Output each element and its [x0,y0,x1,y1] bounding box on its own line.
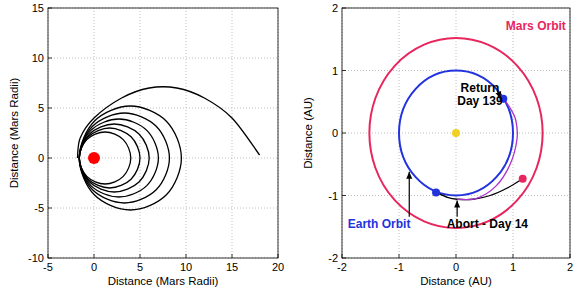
tick-label: 0 [91,261,97,273]
tick-label: 0 [38,152,44,164]
tick-label: 10 [32,52,44,64]
tick [48,108,52,109]
point [88,152,100,164]
point [519,175,527,183]
trajectory [79,106,181,210]
tick [342,133,346,134]
tick [48,208,52,209]
tick-label: 2 [332,2,338,14]
tick-label: 5 [38,102,44,114]
tick-label: -2 [337,261,347,273]
plot-frame [48,8,278,258]
annotation: Abort - Day 14 [447,217,529,231]
grid-line [48,108,278,109]
grid-line [48,208,278,209]
tick [232,254,233,258]
tick-label: -5 [34,202,44,214]
tick [456,254,457,258]
tick-label: 1 [510,261,516,273]
tick-label: 10 [180,261,192,273]
annotation-arrow [457,201,458,217]
tick-label: -1 [394,261,404,273]
plot-frame [342,8,570,258]
y-axis-label: Distance (Mars Radii) [8,78,20,189]
tick [342,70,346,71]
tick-label: 2 [567,261,573,273]
x-axis-label: Distance (Mars Radii) [108,275,219,287]
data-area [77,87,259,210]
tick-label: 15 [32,2,44,14]
tick-label: -10 [28,252,44,264]
tick [140,254,141,258]
grid-line [140,8,141,258]
tick-label: -2 [328,252,338,264]
tick-label: 15 [226,261,238,273]
panel: -2 -1 0 1 2 -2 -1 0 1 2 Distance (AU) Distance (AU)… [302,2,573,287]
tick-label: -5 [43,261,53,273]
tick [399,254,400,258]
y-axis-label: Distance (AU) [302,97,314,169]
annotation-arrow [409,172,410,217]
trajectory [79,128,140,188]
tick-label: 5 [137,261,143,273]
panel: -505101520-10-5051015Distance (Mars Radi… [8,2,284,287]
point [432,188,440,196]
trajectory [79,124,149,192]
annotation: Mars Orbit [506,19,566,33]
trajectory [457,99,517,200]
annotation: Earth Orbit [348,217,411,231]
trajectory [436,179,523,200]
grid-line [48,158,278,159]
grid-line [48,58,278,59]
tick-label: 1 [332,65,338,77]
tick [48,158,52,159]
tick-label: 20 [272,261,284,273]
trajectory [79,113,169,203]
grid-line [232,8,233,258]
tick [94,254,95,258]
figure: -505101520-10-5051015Distance (Mars Radi… [0,0,581,289]
trajectory [79,132,131,184]
point [452,129,460,137]
trajectory [79,119,158,197]
data-area [369,38,542,228]
x-axis-label: Distance (AU) [420,275,492,287]
grid-line [186,8,187,258]
tick [186,254,187,258]
tick [513,254,514,258]
tick [48,58,52,59]
tick-label: -1 [328,190,338,202]
orbit [399,71,513,196]
tick-label: 0 [453,261,459,273]
plot-area [342,8,570,258]
tick-label: 0 [332,127,338,139]
plot-area [48,8,278,258]
orbit [369,38,542,228]
annotation: Day 139 [457,94,503,108]
tick [342,195,346,196]
